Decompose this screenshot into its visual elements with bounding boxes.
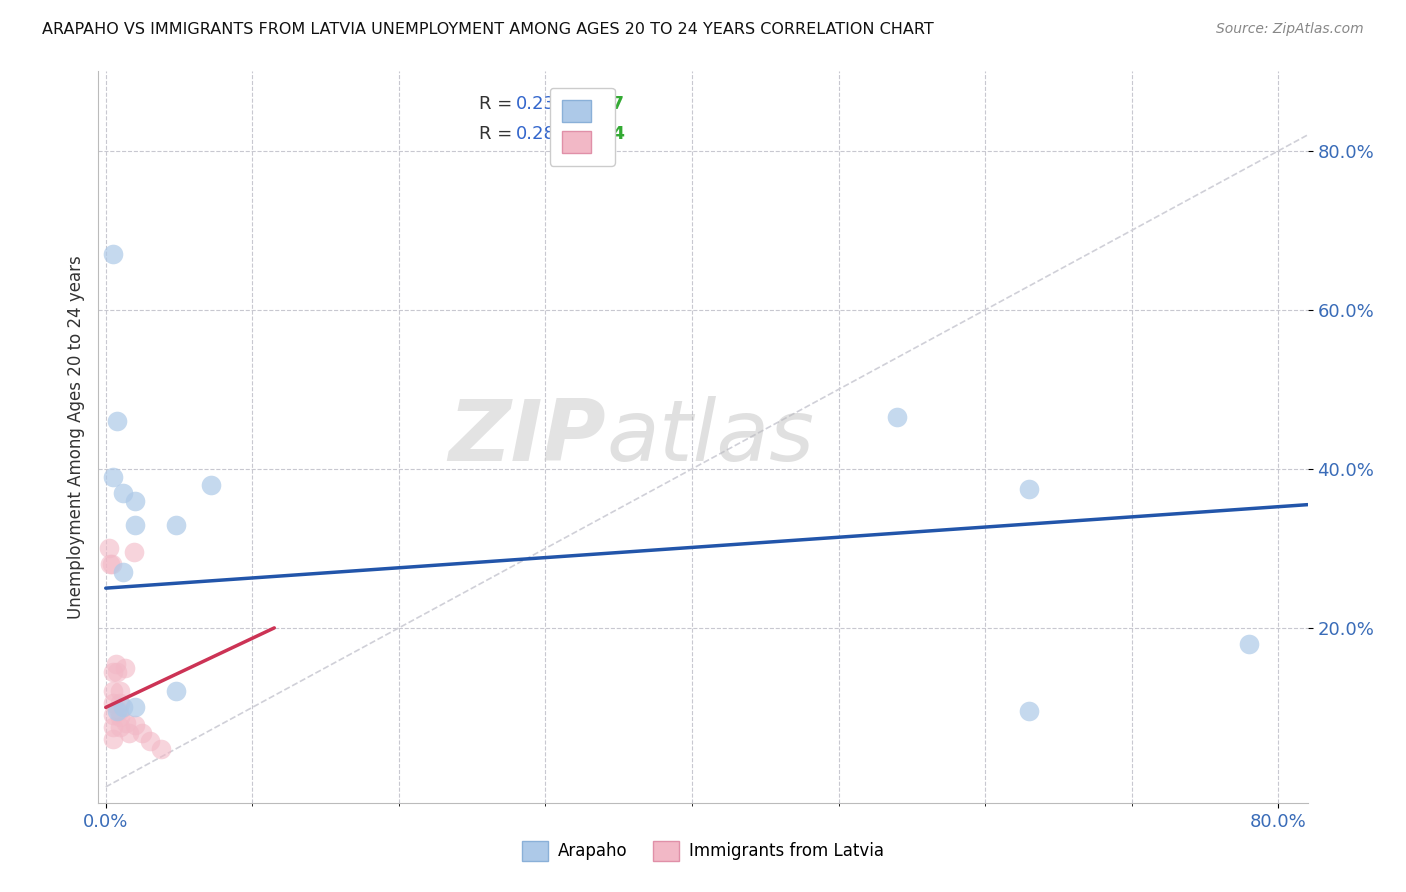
Text: 17: 17: [600, 95, 626, 113]
Point: [108, 705, 131, 719]
Point: [97, 541, 120, 556]
Point: [101, 697, 124, 711]
Point: [112, 485, 135, 500]
Point: [122, 545, 145, 559]
Text: ARAPAHO VS IMMIGRANTS FROM LATVIA UNEMPLOYMENT AMONG AGES 20 TO 24 YEARS CORRELA: ARAPAHO VS IMMIGRANTS FROM LATVIA UNEMPL…: [42, 22, 934, 37]
Text: ZIP: ZIP: [449, 395, 606, 479]
Point: [124, 517, 146, 532]
Text: N =: N =: [568, 95, 619, 113]
Point: [131, 726, 153, 740]
Point: [98, 558, 121, 572]
Text: Source: ZipAtlas.com: Source: ZipAtlas.com: [1216, 22, 1364, 37]
Point: [124, 718, 146, 732]
Point: [118, 726, 141, 740]
Legend: Arapaho, Immigrants from Latvia: Arapaho, Immigrants from Latvia: [515, 834, 891, 868]
Point: [112, 700, 135, 714]
Text: N =: N =: [568, 125, 619, 143]
Point: [886, 410, 908, 425]
Point: [1237, 637, 1260, 651]
Point: [101, 665, 124, 679]
Point: [101, 708, 124, 723]
Point: [112, 566, 135, 580]
Text: R =: R =: [479, 125, 519, 143]
Point: [110, 684, 132, 698]
Y-axis label: Unemployment Among Ages 20 to 24 years: Unemployment Among Ages 20 to 24 years: [66, 255, 84, 619]
Point: [110, 720, 132, 734]
Point: [165, 517, 187, 532]
Point: [101, 720, 124, 734]
Point: [115, 716, 138, 731]
Point: [110, 710, 132, 724]
Text: 0.283: 0.283: [516, 125, 567, 143]
Point: [1018, 705, 1040, 719]
Point: [101, 247, 124, 261]
Point: [107, 414, 129, 428]
Text: 24: 24: [600, 125, 626, 143]
Point: [110, 697, 132, 711]
Text: atlas: atlas: [606, 395, 814, 479]
Point: [1018, 482, 1040, 496]
Point: [165, 684, 187, 698]
Point: [150, 741, 173, 756]
Point: [101, 684, 124, 698]
Point: [100, 558, 122, 572]
Point: [200, 477, 222, 491]
Point: [107, 705, 129, 719]
Point: [124, 700, 146, 714]
Text: 0.235: 0.235: [516, 95, 567, 113]
Text: R =: R =: [479, 95, 519, 113]
Point: [124, 493, 146, 508]
Point: [107, 665, 129, 679]
Point: [105, 657, 128, 671]
Point: [101, 470, 124, 484]
Point: [114, 660, 136, 674]
Point: [138, 733, 160, 747]
Point: [101, 732, 124, 747]
